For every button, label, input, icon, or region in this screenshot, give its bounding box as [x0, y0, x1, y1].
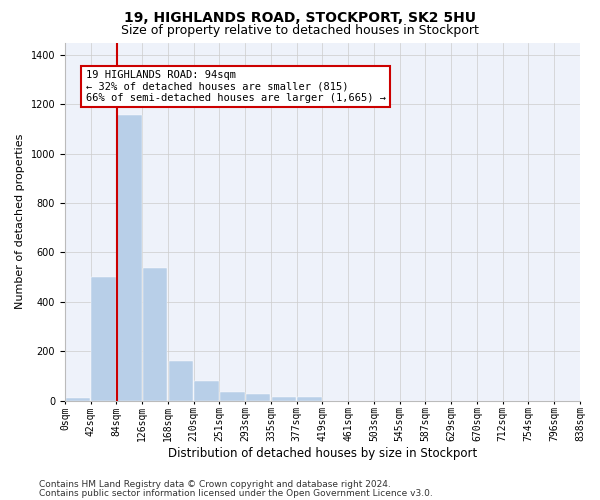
- Text: 19, HIGHLANDS ROAD, STOCKPORT, SK2 5HU: 19, HIGHLANDS ROAD, STOCKPORT, SK2 5HU: [124, 11, 476, 25]
- Bar: [298, 398, 322, 400]
- Bar: [246, 394, 270, 400]
- Bar: [91, 277, 116, 400]
- Text: 19 HIGHLANDS ROAD: 94sqm
← 32% of detached houses are smaller (815)
66% of semi-: 19 HIGHLANDS ROAD: 94sqm ← 32% of detach…: [86, 70, 386, 103]
- Bar: [194, 381, 219, 400]
- Bar: [169, 361, 193, 401]
- Bar: [65, 398, 90, 400]
- Bar: [143, 268, 167, 400]
- Bar: [272, 397, 296, 400]
- Y-axis label: Number of detached properties: Number of detached properties: [15, 134, 25, 310]
- X-axis label: Distribution of detached houses by size in Stockport: Distribution of detached houses by size …: [168, 447, 477, 460]
- Text: Size of property relative to detached houses in Stockport: Size of property relative to detached ho…: [121, 24, 479, 37]
- Text: Contains HM Land Registry data © Crown copyright and database right 2024.: Contains HM Land Registry data © Crown c…: [39, 480, 391, 489]
- Bar: [220, 392, 245, 400]
- Text: Contains public sector information licensed under the Open Government Licence v3: Contains public sector information licen…: [39, 488, 433, 498]
- Bar: [117, 116, 142, 401]
